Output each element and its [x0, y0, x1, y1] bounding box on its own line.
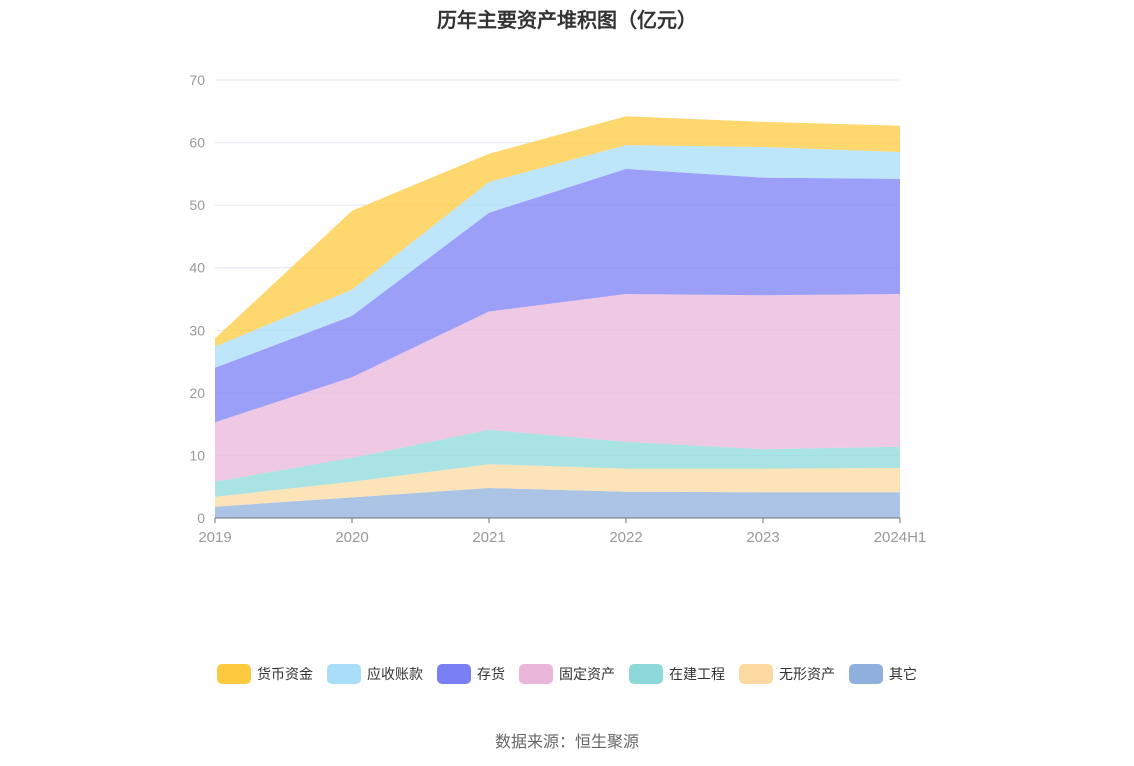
legend-swatch [629, 664, 663, 684]
legend-label: 应收账款 [367, 667, 423, 683]
area-存货 [215, 168, 900, 423]
legend-label: 存货 [477, 667, 505, 683]
chart-title: 历年主要资产堆积图（亿元） [437, 8, 697, 32]
legend-item[interactable]: 货币资金 [217, 664, 313, 684]
y-tick-label: 70 [189, 72, 205, 88]
x-tick-label: 2023 [746, 529, 779, 546]
y-tick-label: 60 [189, 135, 205, 151]
x-tick-label: 2019 [198, 529, 231, 546]
legend-label: 其它 [889, 667, 917, 683]
y-tick-label: 20 [189, 385, 205, 401]
legend-label: 固定资产 [559, 667, 615, 683]
data-source: 数据来源：恒生聚源 [494, 732, 639, 751]
area-series-group [215, 116, 900, 518]
area-其它 [215, 488, 900, 518]
legend-swatch [519, 664, 553, 684]
y-tick-label: 30 [189, 322, 205, 338]
legend-item[interactable]: 无形资产 [739, 664, 835, 684]
legend-label: 货币资金 [257, 667, 313, 683]
legend-item[interactable]: 其它 [849, 664, 917, 684]
area-固定资产 [215, 294, 900, 482]
y-tick-label: 10 [189, 447, 205, 463]
legend-swatch [327, 664, 361, 684]
legend-item[interactable]: 应收账款 [327, 664, 423, 684]
y-tick-label: 50 [189, 197, 205, 213]
legend-label: 无形资产 [779, 667, 835, 683]
area-应收账款 [215, 145, 900, 368]
legend-swatch [437, 664, 471, 684]
x-tick-label: 2021 [472, 529, 505, 546]
legend-swatch [739, 664, 773, 684]
legend-label: 在建工程 [669, 667, 725, 683]
area-货币资金 [215, 116, 900, 347]
axes: 0 10 20 30 40 50 60 70 2019 2020 2021 2022 2023 2024H… [189, 72, 926, 546]
legend-item[interactable]: 在建工程 [629, 664, 725, 684]
legend-item[interactable]: 固定资产 [519, 664, 615, 684]
y-tick-label: 0 [197, 510, 205, 526]
stacked-area-chart: 0 10 20 30 40 50 60 70 2019 2020 2021 2022 2023 2024H… [189, 72, 926, 546]
x-tick-label: 2020 [335, 529, 368, 546]
x-tick-label: 2024H1 [874, 529, 927, 546]
area-在建工程 [215, 429, 900, 497]
y-tick-label: 40 [189, 260, 205, 276]
legend-item[interactable]: 存货 [437, 664, 505, 684]
x-tick-label: 2022 [609, 529, 642, 546]
area-无形资产 [215, 464, 900, 507]
legend-swatch [217, 664, 251, 684]
chart-legend: 货币资金 应收账款 存货 固定资产 在建工程 无形资产 其它 [0, 664, 1134, 684]
legend-swatch [849, 664, 883, 684]
